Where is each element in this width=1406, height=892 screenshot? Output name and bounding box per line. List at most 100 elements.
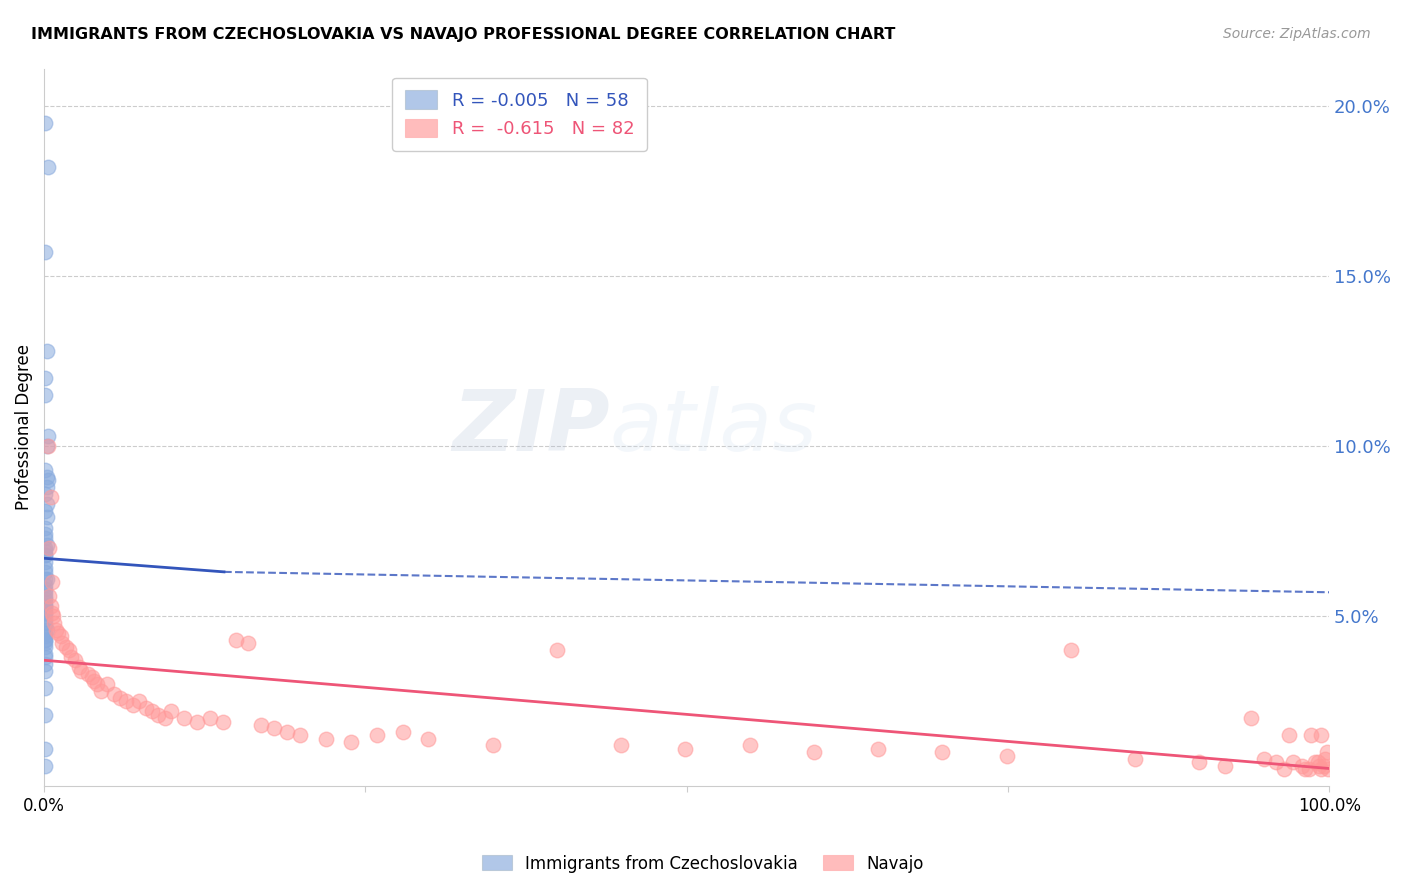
Point	[250, 718, 273, 732]
Point	[1316, 762, 1339, 776]
Point	[60, 649, 83, 664]
Point	[35, 510, 58, 524]
Point	[38, 541, 60, 555]
Point	[34, 640, 56, 654]
Point	[34, 531, 56, 545]
Point	[141, 704, 163, 718]
Point	[38, 589, 60, 603]
Point	[76, 667, 98, 681]
Point	[45, 623, 67, 637]
Point	[41, 606, 63, 620]
Point	[34, 388, 56, 402]
Point	[34, 548, 56, 562]
Point	[238, 636, 260, 650]
Point	[160, 704, 183, 718]
Point	[148, 707, 170, 722]
Point	[1303, 756, 1326, 770]
Point	[35, 469, 58, 483]
Point	[35, 480, 58, 494]
Point	[103, 687, 125, 701]
Text: ZIP: ZIP	[451, 386, 610, 469]
Point	[211, 714, 233, 729]
Point	[35, 538, 58, 552]
Point	[35, 439, 58, 453]
Point	[34, 548, 56, 562]
Point	[34, 116, 56, 130]
Point	[263, 722, 285, 736]
Point	[34, 707, 56, 722]
Point	[315, 731, 337, 746]
Point	[35, 572, 58, 586]
Point	[34, 741, 56, 756]
Point	[186, 714, 208, 729]
Point	[80, 670, 103, 684]
Point	[481, 739, 503, 753]
Point	[225, 632, 247, 647]
Point	[35, 623, 58, 637]
Point	[1282, 756, 1305, 770]
Point	[67, 660, 90, 674]
Point	[34, 521, 56, 535]
Point	[41, 575, 63, 590]
Point	[673, 741, 696, 756]
Point	[868, 741, 890, 756]
Point	[34, 371, 56, 385]
Point	[391, 724, 413, 739]
Text: Source: ZipAtlas.com: Source: ZipAtlas.com	[1223, 27, 1371, 41]
Point	[34, 649, 56, 664]
Point	[39, 599, 62, 613]
Point	[34, 602, 56, 616]
Point	[108, 690, 131, 705]
Point	[1315, 752, 1337, 766]
Point	[34, 636, 56, 650]
Point	[34, 486, 56, 500]
Point	[34, 544, 56, 558]
Point	[44, 615, 66, 630]
Point	[34, 582, 56, 596]
Point	[34, 630, 56, 644]
Point	[1123, 752, 1146, 766]
Point	[70, 664, 93, 678]
Point	[1213, 758, 1236, 772]
Point	[366, 728, 388, 742]
Legend: Immigrants from Czechoslovakia, Navajo: Immigrants from Czechoslovakia, Navajo	[475, 848, 931, 880]
Point	[49, 630, 72, 644]
Point	[931, 745, 953, 759]
Point	[135, 701, 157, 715]
Point	[1310, 728, 1333, 742]
Point	[37, 160, 59, 174]
Point	[34, 589, 56, 603]
Point	[34, 595, 56, 609]
Point	[1301, 728, 1323, 742]
Point	[34, 245, 56, 260]
Point	[1272, 762, 1295, 776]
Text: IMMIGRANTS FROM CZECHOSLOVAKIA VS NAVAJO PROFESSIONAL DEGREE CORRELATION CHART: IMMIGRANTS FROM CZECHOSLOVAKIA VS NAVAJO…	[31, 27, 896, 42]
Point	[1310, 762, 1333, 776]
Point	[34, 565, 56, 579]
Point	[34, 572, 56, 586]
Point	[90, 684, 112, 698]
Y-axis label: Professional Degree: Professional Degree	[15, 344, 32, 510]
Point	[58, 643, 80, 657]
Point	[42, 609, 65, 624]
Point	[288, 728, 311, 742]
Point	[37, 473, 59, 487]
Point	[1240, 711, 1263, 725]
Point	[34, 615, 56, 630]
Point	[63, 653, 86, 667]
Point	[35, 343, 58, 358]
Point	[34, 463, 56, 477]
Point	[803, 745, 825, 759]
Point	[34, 599, 56, 613]
Point	[121, 698, 143, 712]
Point	[34, 555, 56, 569]
Point	[1278, 728, 1301, 742]
Point	[115, 694, 138, 708]
Legend: R = -0.005   N = 58, R =  -0.615   N = 82: R = -0.005 N = 58, R = -0.615 N = 82	[392, 78, 647, 151]
Point	[34, 592, 56, 607]
Point	[34, 527, 56, 541]
Point	[34, 647, 56, 661]
Point	[1306, 756, 1329, 770]
Point	[34, 561, 56, 575]
Point	[610, 739, 633, 753]
